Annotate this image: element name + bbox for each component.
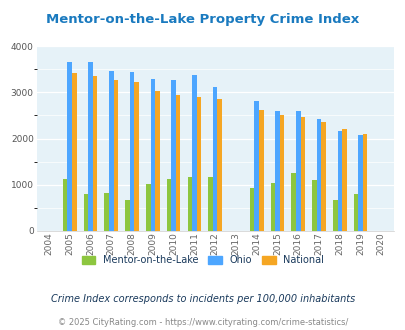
Bar [217, 99, 222, 231]
Bar [353, 194, 358, 231]
Bar [295, 111, 300, 231]
Bar [212, 87, 217, 231]
Bar [93, 76, 97, 231]
Bar [249, 188, 254, 231]
Bar [113, 80, 118, 231]
Bar [316, 119, 320, 231]
Bar [275, 111, 279, 231]
Bar [254, 101, 258, 231]
Bar [72, 73, 77, 231]
Bar [88, 62, 93, 231]
Bar [362, 134, 367, 231]
Bar [83, 194, 88, 231]
Bar [104, 193, 109, 231]
Bar [125, 200, 130, 231]
Bar [150, 79, 155, 231]
Bar [175, 95, 180, 231]
Bar [270, 183, 275, 231]
Bar [134, 82, 139, 231]
Text: Crime Index corresponds to incidents per 100,000 inhabitants: Crime Index corresponds to incidents per… [51, 294, 354, 304]
Bar [258, 110, 263, 231]
Bar [155, 90, 159, 231]
Bar [187, 178, 192, 231]
Bar [67, 62, 72, 231]
Bar [291, 173, 295, 231]
Bar [196, 97, 201, 231]
Bar [311, 180, 316, 231]
Text: Mentor-on-the-Lake Property Crime Index: Mentor-on-the-Lake Property Crime Index [46, 13, 359, 26]
Bar [166, 179, 171, 231]
Bar [337, 131, 341, 231]
Bar [279, 115, 283, 231]
Bar [192, 75, 196, 231]
Bar [341, 129, 346, 231]
Bar [171, 80, 175, 231]
Bar [109, 71, 113, 231]
Bar [208, 178, 212, 231]
Bar [320, 122, 325, 231]
Bar [300, 117, 305, 231]
Bar [146, 184, 150, 231]
Legend: Mentor-on-the-Lake, Ohio, National: Mentor-on-the-Lake, Ohio, National [78, 251, 327, 269]
Bar [358, 135, 362, 231]
Text: © 2025 CityRating.com - https://www.cityrating.com/crime-statistics/: © 2025 CityRating.com - https://www.city… [58, 318, 347, 327]
Bar [332, 200, 337, 231]
Bar [130, 72, 134, 231]
Bar [63, 179, 67, 231]
